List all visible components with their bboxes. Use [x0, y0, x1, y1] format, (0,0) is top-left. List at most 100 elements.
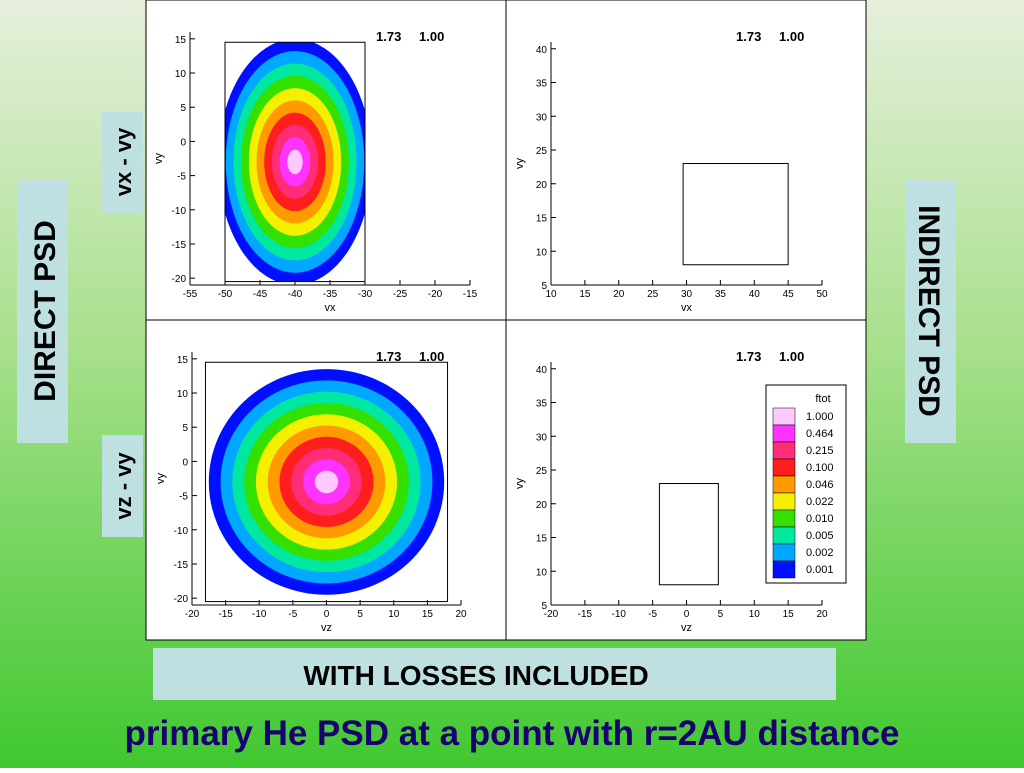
- x-axis-label: vz: [681, 622, 692, 634]
- x-tick-label: -10: [252, 609, 267, 620]
- legend-swatch: [772, 543, 796, 562]
- y-tick-label: 10: [536, 567, 548, 578]
- y-axis-label: vy: [514, 158, 526, 170]
- legend-label: 0.215: [806, 445, 834, 457]
- y-tick-label: 40: [536, 45, 548, 56]
- x-tick-label: -55: [183, 289, 198, 300]
- legend-swatch: [772, 475, 796, 494]
- y-tick-label: 0: [182, 457, 188, 468]
- x-tick-label: -15: [463, 289, 478, 300]
- x-tick-label: -10: [612, 609, 627, 620]
- legend-label: 0.046: [806, 479, 834, 491]
- y-tick-label: 25: [536, 146, 548, 157]
- y-tick-label: 30: [536, 112, 548, 123]
- x-tick-label: 20: [613, 289, 625, 300]
- y-tick-label: -10: [172, 206, 187, 217]
- x-tick-label: 10: [749, 609, 761, 620]
- x-axis-label: vx: [681, 302, 693, 314]
- y-tick-label: 10: [536, 247, 548, 258]
- banner: WITH LOSSES INCLUDED: [303, 660, 648, 691]
- x-tick-label: 50: [816, 289, 828, 300]
- x-tick-label: -20: [185, 609, 200, 620]
- x-tick-label: 25: [647, 289, 659, 300]
- y-tick-label: 20: [536, 500, 548, 511]
- x-tick-label: -5: [648, 609, 657, 620]
- y-tick-label: -20: [174, 594, 189, 605]
- x-tick-label: 10: [545, 289, 557, 300]
- y-tick-label: -5: [179, 492, 188, 503]
- y-tick-label: 15: [175, 35, 187, 46]
- y-tick-label: 20: [536, 180, 548, 191]
- x-tick-label: -20: [428, 289, 443, 300]
- legend-label: 0.010: [806, 513, 834, 525]
- y-tick-label: 10: [177, 389, 189, 400]
- annotation: 1.73: [736, 349, 761, 364]
- x-tick-label: 0: [684, 609, 690, 620]
- y-tick-label: -15: [172, 240, 187, 251]
- y-tick-label: 5: [541, 281, 547, 292]
- y-axis-label: vy: [514, 478, 526, 490]
- x-tick-label: 0: [324, 609, 330, 620]
- left-label: DIRECT PSD: [29, 220, 62, 402]
- annotation: 1.73: [736, 29, 761, 44]
- y-tick-label: 15: [536, 214, 548, 225]
- y-tick-label: 5: [180, 103, 186, 114]
- right-label: INDIRECT PSD: [912, 205, 945, 417]
- y-tick-label: 15: [536, 534, 548, 545]
- slide-title: primary He PSD at a point with r=2AU dis…: [124, 714, 899, 753]
- y-tick-label: 5: [541, 601, 547, 612]
- contour: [225, 42, 365, 282]
- y-tick-label: 5: [182, 423, 188, 434]
- y-tick-label: -15: [174, 560, 189, 571]
- x-tick-label: -20: [544, 609, 559, 620]
- x-tick-label: 15: [783, 609, 795, 620]
- y-tick-label: 35: [536, 399, 548, 410]
- y-tick-label: 40: [536, 365, 548, 376]
- legend-label: 0.464: [806, 428, 834, 440]
- label-box: [17, 180, 68, 443]
- x-tick-label: 30: [681, 289, 693, 300]
- x-tick-label: 15: [422, 609, 434, 620]
- contour-level: [287, 149, 303, 175]
- legend-label: 0.005: [806, 530, 834, 542]
- x-tick-label: -40: [288, 289, 303, 300]
- x-tick-label: 15: [579, 289, 591, 300]
- legend-label: 0.022: [806, 496, 834, 508]
- y-tick-label: -20: [172, 274, 187, 285]
- x-tick-label: 20: [816, 609, 828, 620]
- x-tick-label: 45: [783, 289, 795, 300]
- x-axis-label: vx: [325, 302, 337, 314]
- y-tick-label: 35: [536, 79, 548, 90]
- x-tick-label: -30: [358, 289, 373, 300]
- y-tick-label: 15: [177, 355, 189, 366]
- annotation: 1.00: [779, 29, 804, 44]
- legend-label: 0.002: [806, 547, 834, 559]
- x-tick-label: 20: [455, 609, 467, 620]
- legend-swatch: [772, 407, 796, 426]
- domain-box: [658, 483, 719, 586]
- y-tick-label: 0: [180, 137, 186, 148]
- legend-swatch: [772, 458, 796, 477]
- legend-swatch: [772, 560, 796, 579]
- x-axis-label: vz: [321, 622, 332, 634]
- x-tick-label: 40: [749, 289, 761, 300]
- annotation: 1.00: [419, 349, 444, 364]
- row-label: vz - vy: [111, 452, 136, 520]
- banner-box: [153, 648, 836, 700]
- y-tick-label: -10: [174, 526, 189, 537]
- legend-label: 0.001: [806, 564, 834, 576]
- legend-title: ftot: [815, 393, 830, 405]
- label-box: [102, 435, 143, 537]
- label-box: [905, 180, 956, 443]
- x-tick-label: -15: [218, 609, 233, 620]
- legend-swatch: [772, 509, 796, 528]
- y-tick-label: 30: [536, 432, 548, 443]
- legend-label: 1.000: [806, 411, 834, 423]
- y-tick-label: 10: [175, 69, 187, 80]
- x-tick-label: -5: [288, 609, 297, 620]
- domain-box: [682, 163, 789, 266]
- x-tick-label: -15: [578, 609, 593, 620]
- x-tick-label: -35: [323, 289, 338, 300]
